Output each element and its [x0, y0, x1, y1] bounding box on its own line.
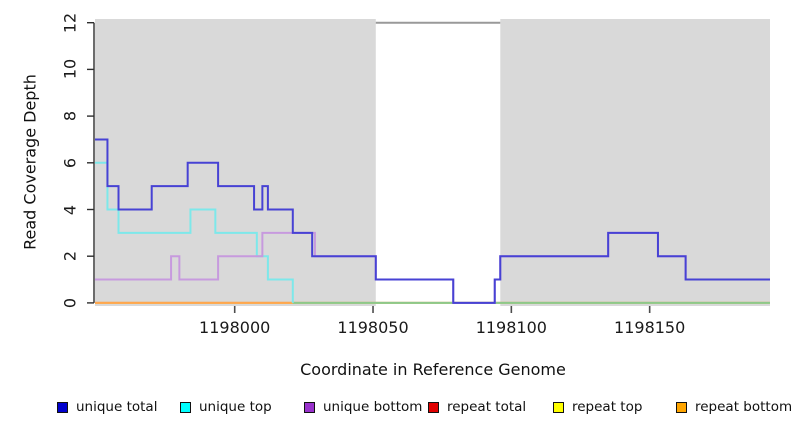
- legend-label: unique top: [199, 399, 272, 415]
- legend-label: unique total: [76, 399, 158, 415]
- legend-swatch-icon: [553, 401, 564, 413]
- y-tick-label: 8: [60, 111, 80, 122]
- series-line-unique-top: [95, 161, 294, 303]
- y-tick-label: 2: [60, 251, 80, 262]
- legend-swatch-icon: [428, 401, 439, 413]
- x-tick-label: 1198100: [475, 318, 547, 337]
- y-tick-label: 6: [60, 157, 80, 168]
- legend-item-unique-top: unique top: [180, 400, 272, 414]
- y-tick-label: 0: [60, 297, 80, 308]
- legend-label: repeat bottom: [695, 399, 792, 415]
- legend-item-repeat-top: repeat top: [553, 400, 642, 414]
- x-tick-label: 1198000: [199, 318, 271, 337]
- legend-item-unique-bottom: unique bottom: [304, 400, 422, 414]
- legend-swatch-icon: [304, 401, 315, 413]
- legend-item-unique-total: unique total: [57, 400, 157, 414]
- x-tick-label: 1198150: [614, 318, 686, 337]
- legend-label: unique bottom: [323, 399, 423, 415]
- x-tick-label: 1198050: [337, 318, 409, 337]
- legend-swatch-icon: [57, 401, 68, 413]
- legend-label: repeat top: [572, 399, 643, 415]
- coverage-region-shading: [95, 19, 376, 306]
- y-tick-label: 10: [60, 59, 80, 80]
- legend-item-repeat-total: repeat total: [428, 400, 526, 414]
- legend-item-repeat-bottom: repeat bottom: [676, 400, 792, 414]
- y-tick-label: 12: [60, 12, 80, 33]
- y-axis-title: Read Coverage Depth: [20, 74, 40, 250]
- series-line-unique-total: [95, 138, 770, 304]
- coverage-region-shading: [500, 19, 770, 306]
- y-tick-label: 4: [60, 204, 80, 215]
- legend-swatch-icon: [180, 401, 191, 413]
- legend-label: repeat total: [447, 399, 527, 415]
- legend-swatch-icon: [676, 401, 687, 413]
- x-axis-title: Coordinate in Reference Genome: [300, 360, 566, 379]
